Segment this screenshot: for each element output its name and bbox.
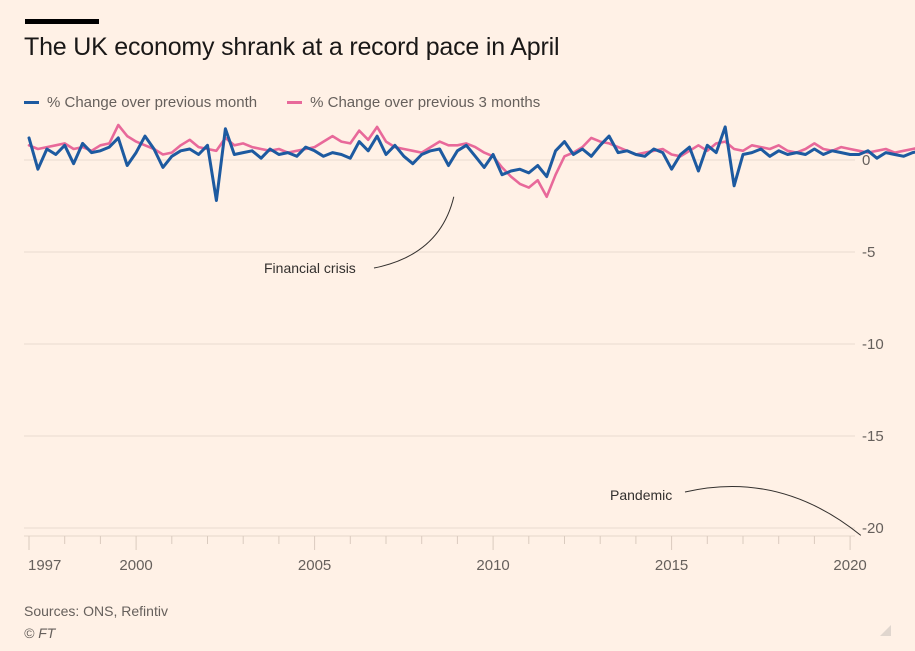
annotation-leader-financial-crisis: [373, 196, 455, 269]
series-line-3month: [27, 123, 915, 199]
legend-swatch-monthly: [24, 101, 39, 104]
annotation-leader-pandemic: [684, 486, 862, 536]
x-axis: 1997 2000 2005 2010 2015 2020: [24, 535, 867, 574]
annotation-pandemic: Pandemic: [610, 487, 672, 503]
header-rule: [25, 19, 99, 24]
y-tick-label: -10: [862, 336, 884, 353]
chart-title: The UK economy shrank at a record pace i…: [24, 33, 560, 61]
annotations: Financial crisis Pandemic: [264, 196, 862, 536]
legend-label-3month: % Change over previous 3 months: [310, 94, 541, 111]
y-axis: 0 -5 -10 -15 -20: [862, 152, 884, 537]
x-tick-label: 1997: [28, 557, 61, 574]
copyright: © FT: [24, 625, 56, 641]
legend-label-monthly: % Change over previous month: [47, 94, 258, 111]
resize-handle-icon[interactable]: [880, 625, 891, 636]
y-tick-label: -5: [862, 244, 875, 261]
legend-item-3month: % Change over previous 3 months: [287, 94, 540, 111]
y-tick-label: -20: [862, 520, 884, 537]
series-lines: [27, 123, 915, 202]
y-tick-label: 0: [862, 152, 870, 169]
legend-item-monthly: % Change over previous month: [24, 94, 257, 111]
x-tick-label: 2010: [476, 557, 509, 574]
legend-swatch-3month: [287, 101, 303, 104]
x-tick-label: 2005: [298, 557, 331, 574]
annotation-financial-crisis: Financial crisis: [264, 260, 356, 276]
y-tick-label: -15: [862, 428, 884, 445]
source-note: Sources: ONS, Refintiv: [24, 603, 168, 619]
gridlines: [24, 159, 855, 529]
series-line-monthly: [27, 125, 915, 202]
x-tick-label: 2020: [833, 557, 866, 574]
x-tick-label: 2015: [655, 557, 688, 574]
legend: % Change over previous month % Change ov…: [24, 94, 540, 111]
x-tick-label: 2000: [119, 557, 152, 574]
